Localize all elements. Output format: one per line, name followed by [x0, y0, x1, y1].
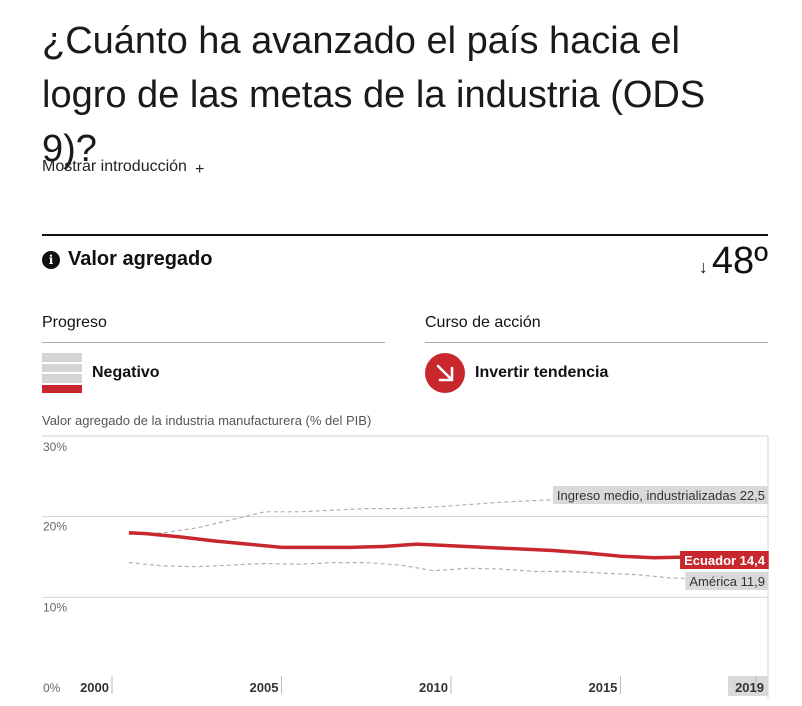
series-label-bg	[680, 551, 769, 569]
progress-bar-segment	[42, 384, 82, 393]
indicator-label: Valor agregado	[68, 248, 213, 270]
progress-bar-segment	[42, 353, 82, 362]
progress-status: Negativo	[92, 364, 160, 381]
progress-bars-icon	[42, 353, 82, 393]
show-introduction-toggle[interactable]: Mostrar introducción +	[42, 158, 205, 178]
progress-column: Progreso Negativo	[42, 314, 385, 393]
rank-badge: ↓ 48º	[699, 240, 768, 283]
x-tick-label: 2005	[250, 680, 279, 695]
series-label-bg	[685, 572, 768, 590]
series-line-ecuador	[128, 531, 723, 560]
x-tick-label: 2015	[588, 680, 617, 695]
y-tick-label: 20%	[43, 520, 67, 534]
series-label: Ingreso medio, industrializadas 22,5	[557, 488, 765, 503]
info-icon[interactable]: i	[42, 250, 60, 269]
series-label-bg	[552, 486, 768, 504]
progress-bar-segment	[42, 374, 82, 383]
rank-value: 48º	[711, 240, 768, 282]
y-tick-label: 30%	[43, 440, 67, 454]
section-divider	[42, 234, 768, 236]
chart-title: Valor agregado de la industria manufactu…	[42, 413, 372, 428]
progress-heading: Progreso	[42, 314, 385, 343]
x-tick-label: 2010	[419, 680, 448, 695]
y-tick-label: 10%	[43, 600, 67, 614]
progress-bar-segment	[42, 363, 82, 372]
y-tick-label: 0%	[43, 681, 61, 695]
series-label: Ecuador 14,4	[684, 553, 766, 568]
page-title: ¿Cuánto ha avanzado el país hacia el log…	[42, 20, 706, 170]
plus-icon: +	[194, 161, 205, 178]
show-introduction-label: Mostrar introducción	[42, 158, 187, 175]
arrow-down-icon: ↓	[698, 257, 708, 277]
x-tick-label: 2000	[80, 680, 109, 695]
x-tick-highlight	[728, 676, 768, 696]
arrow-down-right-icon	[425, 353, 465, 393]
indicator-header: i Valor agregado	[42, 248, 213, 271]
action-heading: Curso de acción	[425, 314, 768, 343]
series-line-am-rica	[128, 562, 706, 580]
series-line-ingreso-medio-industrializadas	[128, 498, 570, 536]
series-label: América 11,9	[689, 574, 765, 589]
action-status: Invertir tendencia	[475, 364, 609, 381]
action-column: Curso de acción Invertir tendencia	[425, 314, 768, 393]
x-tick-label: 2019	[735, 680, 764, 695]
